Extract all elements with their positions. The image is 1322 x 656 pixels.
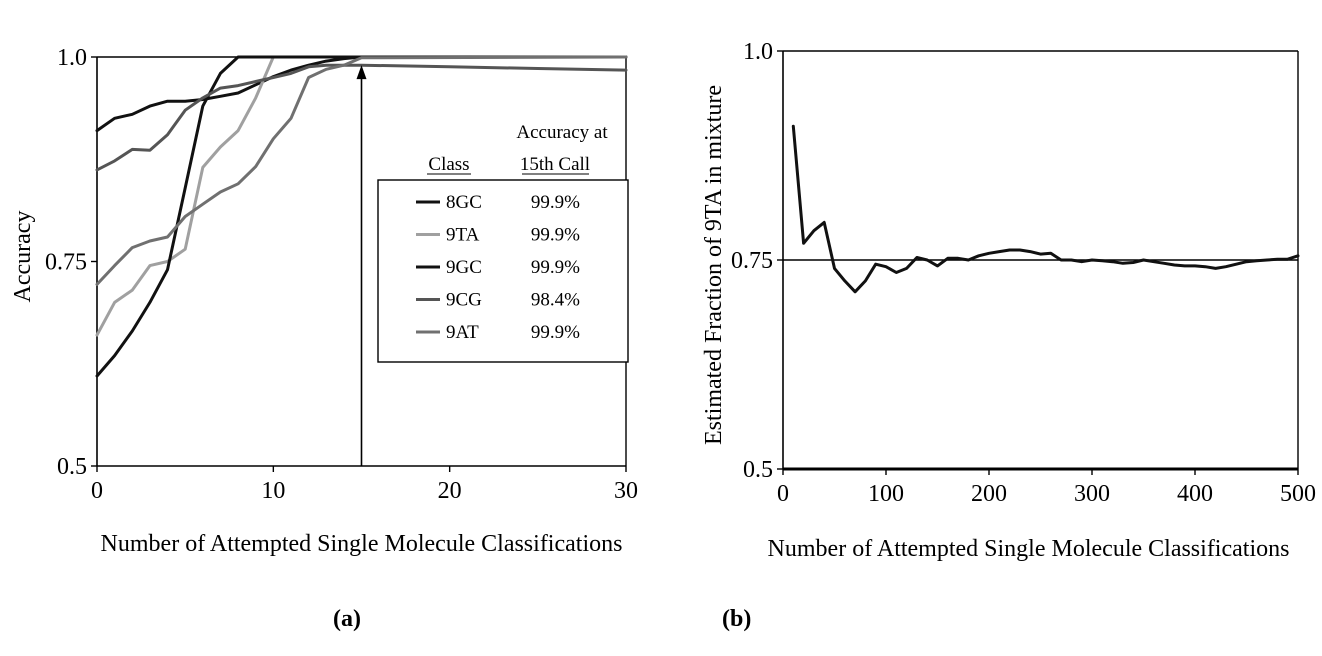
legend-value-9at: 99.9% xyxy=(531,322,580,343)
legend-box xyxy=(377,179,629,363)
legend-label-8gc: 8GC xyxy=(446,192,482,213)
legend-value-9cg: 98.4% xyxy=(531,290,580,311)
x-tick-label: 30 xyxy=(614,478,638,504)
x-tick-label: 400 xyxy=(1177,481,1213,507)
legend-header-accuracy: Accuracy at xyxy=(516,122,608,143)
y-tick-label: 0.5 xyxy=(57,454,87,480)
legend-header-15th-call: 15th Call xyxy=(520,154,590,175)
y-tick-label: 0.75 xyxy=(45,250,87,276)
legend-label-9cg: 9CG xyxy=(446,290,482,311)
x-tick-label: 500 xyxy=(1280,481,1316,507)
y-tick-label: 0.75 xyxy=(731,248,773,274)
x-tick-label: 10 xyxy=(261,478,285,504)
annotation-arrow-head xyxy=(356,65,367,80)
x-axis-label: Number of Attempted Single Molecule Clas… xyxy=(101,531,623,557)
legend-header-class: Class xyxy=(428,154,469,175)
legend-value-8gc: 99.9% xyxy=(531,192,580,213)
panel-label-b: (b) xyxy=(722,606,752,632)
legend-label-9gc: 9GC xyxy=(446,257,482,278)
x-tick-label: 0 xyxy=(777,481,789,507)
chart-panel-a: 0.5 0.75 1.0 0 10 20 30 Number of Attempted Sin… xyxy=(10,45,638,557)
x-tick-label: 200 xyxy=(971,481,1007,507)
panel-label-a: (a) xyxy=(333,606,361,632)
series-line-estimate xyxy=(791,124,1300,294)
legend-value-9ta: 99.9% xyxy=(531,225,580,246)
y-tick-label: 1.0 xyxy=(57,45,87,71)
x-tick-label: 300 xyxy=(1074,481,1110,507)
y-axis-label: Estimated Fraction of 9TA in mixture xyxy=(701,85,727,445)
y-tick-label: 0.5 xyxy=(743,457,773,483)
x-tick-label: 20 xyxy=(438,478,462,504)
legend-label-9ta: 9TA xyxy=(446,225,480,246)
legend-value-9gc: 99.9% xyxy=(531,257,580,278)
series-line-8gc xyxy=(95,55,628,133)
series-line-9at xyxy=(95,55,628,286)
x-tick-label: 100 xyxy=(868,481,904,507)
chart-panel-b: 0.5 0.75 1.0 0 100 200 300 400 500 Number of Atte… xyxy=(701,39,1316,562)
series-line-9ta xyxy=(95,55,628,337)
x-axis-label: Number of Attempted Single Molecule Clas… xyxy=(768,536,1290,562)
y-axis-label: Accuracy xyxy=(10,211,36,303)
legend-label-9at: 9AT xyxy=(446,322,479,343)
y-tick-label: 1.0 xyxy=(743,39,773,65)
x-tick-label: 0 xyxy=(91,478,103,504)
